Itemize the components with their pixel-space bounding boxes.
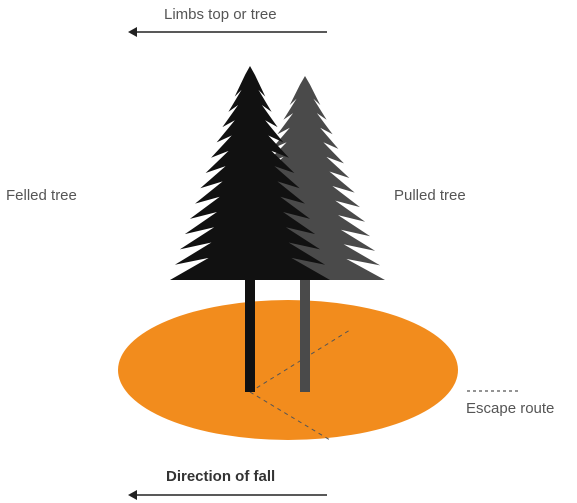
label-limbs-top: Limbs top or tree — [164, 6, 277, 24]
arrow-direction-of-fall — [128, 490, 327, 500]
diagram-canvas — [0, 0, 577, 503]
label-pulled-tree: Pulled tree — [394, 187, 466, 205]
label-escape-route: Escape route — [466, 400, 554, 418]
label-direction: Direction of fall — [166, 468, 275, 486]
label-felled-tree: Felled tree — [6, 187, 77, 205]
arrow-limbs-top — [128, 27, 327, 37]
ground-ellipse — [118, 300, 458, 440]
